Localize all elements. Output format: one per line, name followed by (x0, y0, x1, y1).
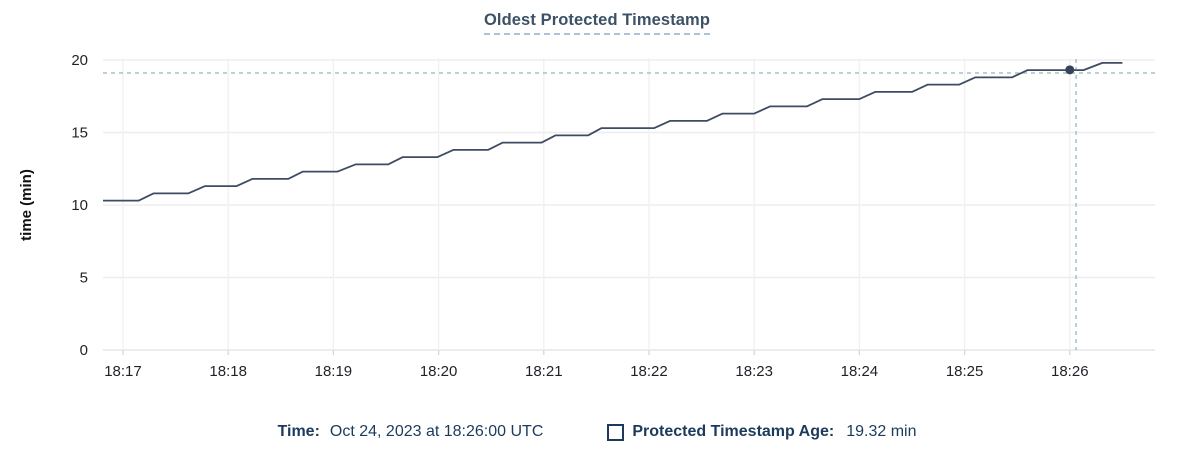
series-toggle-checkbox[interactable] (607, 423, 625, 441)
series-line (103, 62, 1123, 202)
x-tick-label: 18:22 (630, 363, 668, 380)
y-tick-label: 15 (71, 125, 88, 142)
hover-dot (1065, 65, 1075, 75)
legend-series-value: 19.32 min (846, 423, 917, 440)
x-tick-label: 18:17 (104, 363, 142, 380)
x-tick-label: 18:19 (315, 363, 353, 380)
chart-legend: Time: Oct 24, 2023 at 18:26:00 UTC Prote… (0, 423, 1194, 441)
x-tick-label: 18:23 (735, 363, 773, 380)
chart-canvas[interactable]: 0 5 10 15 20 18:17 18:18 18:19 18:20 18:21 18:22 18… (0, 0, 1194, 410)
x-tick-label: 18:18 (209, 363, 247, 380)
chart-title: Oldest Protected Timestamp (0, 11, 1194, 35)
x-tick-label: 18:26 (1051, 363, 1089, 380)
legend-series-label: Protected Timestamp Age: (632, 423, 835, 440)
y-tick-label: 0 (80, 342, 88, 359)
y-axis-title: time (min) (18, 169, 35, 241)
x-tick-label: 18:20 (420, 363, 458, 380)
x-tick-label: 18:24 (841, 363, 879, 380)
x-tick-label: 18:21 (525, 363, 563, 380)
y-tick-label: 5 (80, 270, 88, 287)
chart-title-text[interactable]: Oldest Protected Timestamp (483, 11, 711, 35)
legend-time-label: Time: (277, 423, 320, 440)
y-tick-label: 20 (71, 52, 88, 69)
x-tick-label: 18:25 (946, 363, 984, 380)
y-tick-label: 10 (71, 197, 88, 214)
legend-time-value: Oct 24, 2023 at 18:26:00 UTC (329, 423, 544, 440)
